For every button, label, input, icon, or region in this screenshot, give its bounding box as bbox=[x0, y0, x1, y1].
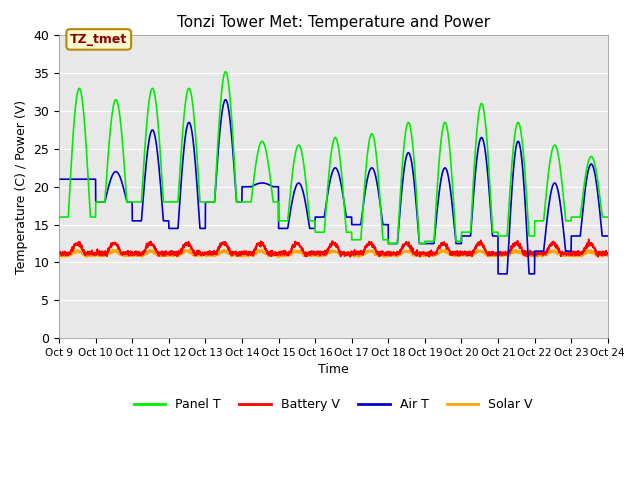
Legend: Panel T, Battery V, Air T, Solar V: Panel T, Battery V, Air T, Solar V bbox=[129, 393, 538, 416]
Battery V bbox=[55, 250, 63, 256]
Air T bbox=[494, 271, 502, 277]
Panel T bbox=[290, 162, 298, 168]
Solar V bbox=[593, 252, 601, 258]
Panel T bbox=[266, 171, 273, 177]
Solar V bbox=[534, 252, 542, 258]
Panel T bbox=[534, 218, 542, 224]
Text: TZ_tmet: TZ_tmet bbox=[70, 33, 127, 46]
Battery V bbox=[604, 251, 612, 256]
Air T bbox=[118, 179, 125, 185]
Solar V bbox=[266, 251, 273, 257]
Air T bbox=[534, 248, 542, 254]
Battery V bbox=[289, 243, 297, 249]
Solar V bbox=[55, 253, 63, 259]
Line: Panel T: Panel T bbox=[59, 72, 608, 243]
Battery V bbox=[150, 245, 158, 251]
Y-axis label: Temperature (C) / Power (V): Temperature (C) / Power (V) bbox=[15, 100, 28, 274]
Air T bbox=[150, 130, 158, 136]
Solar V bbox=[186, 247, 194, 252]
Battery V bbox=[266, 252, 273, 257]
Line: Air T: Air T bbox=[59, 100, 608, 274]
Air T bbox=[266, 182, 273, 188]
Battery V bbox=[426, 254, 433, 260]
Battery V bbox=[593, 250, 601, 255]
Battery V bbox=[534, 250, 542, 256]
Panel T bbox=[221, 69, 229, 74]
Air T bbox=[593, 186, 601, 192]
Panel T bbox=[385, 240, 392, 246]
Title: Tonzi Tower Met: Temperature and Power: Tonzi Tower Met: Temperature and Power bbox=[177, 15, 490, 30]
Panel T bbox=[593, 175, 601, 180]
Air T bbox=[55, 176, 63, 182]
Solar V bbox=[150, 249, 158, 255]
Panel T bbox=[150, 89, 158, 95]
X-axis label: Time: Time bbox=[318, 363, 349, 376]
Solar V bbox=[290, 251, 298, 256]
Battery V bbox=[118, 250, 125, 256]
Air T bbox=[290, 192, 298, 198]
Line: Battery V: Battery V bbox=[59, 239, 608, 257]
Solar V bbox=[381, 254, 388, 260]
Solar V bbox=[604, 253, 612, 259]
Panel T bbox=[118, 131, 125, 137]
Line: Solar V: Solar V bbox=[59, 250, 608, 257]
Panel T bbox=[55, 214, 63, 220]
Air T bbox=[221, 97, 229, 103]
Air T bbox=[604, 233, 612, 239]
Solar V bbox=[118, 253, 125, 259]
Battery V bbox=[585, 236, 593, 242]
Panel T bbox=[604, 214, 612, 220]
